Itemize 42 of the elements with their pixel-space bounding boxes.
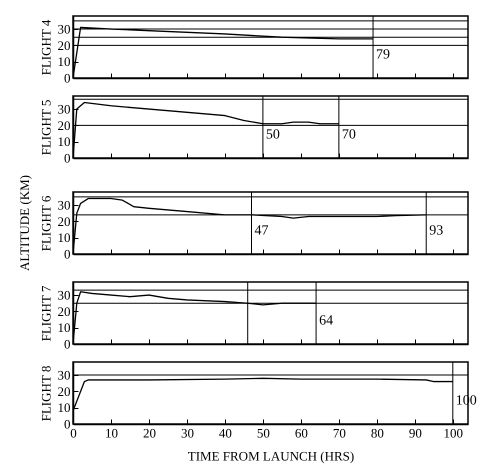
y-axis-title: FLIGHT 4: [38, 19, 54, 76]
text: ALTITUDE (KM): [17, 175, 32, 271]
y-tick-label: 10: [58, 230, 70, 246]
y-tick-label: 10: [58, 320, 70, 336]
y-tick-label: 20: [58, 118, 70, 133]
x-tick-label: 50: [256, 426, 270, 440]
y-tick-label: 30: [58, 102, 70, 117]
x-tick-label: 100: [444, 426, 464, 440]
x-tick-label: 80: [370, 426, 384, 440]
y-tick-label: 10: [58, 54, 70, 70]
y-tick-label: 30: [58, 198, 70, 213]
y-axis-title: FLIGHT 6: [38, 195, 54, 252]
y-tick-label: 30: [58, 288, 70, 303]
y-tick-label: 20: [58, 384, 70, 399]
y-tick-label: 0: [64, 70, 70, 86]
ref-line-label: 93: [429, 223, 444, 238]
ref-line-label: 79: [376, 47, 390, 62]
y-tick-label: 20: [58, 304, 70, 319]
y-tick-label: 20: [58, 38, 70, 53]
ref-line-label: 70: [342, 127, 356, 142]
x-tick-label: 70: [332, 426, 346, 440]
ref-line-label: 47: [254, 223, 269, 238]
x-tick-label: 30: [180, 426, 194, 440]
y-axis-title: FLIGHT 8: [38, 366, 54, 422]
y-tick-label: 30: [58, 22, 70, 37]
x-tick-label: 60: [294, 426, 308, 440]
x-tick-label: 10: [104, 426, 118, 440]
y-tick-label: 10: [58, 400, 70, 416]
y-tick-label: 0: [64, 246, 70, 262]
y-tick-label: 0: [64, 150, 70, 166]
y-axis-title: FLIGHT 7: [38, 285, 54, 342]
x-tick-label: 40: [218, 426, 232, 440]
x-tick-label: 20: [142, 426, 156, 440]
y-tick-label: 0: [64, 336, 70, 352]
y-axis-title: FLIGHT 5: [38, 100, 54, 156]
ref-line-label: 64: [319, 313, 334, 328]
y-tick-label: 20: [58, 214, 70, 229]
x-tick-label: 90: [408, 426, 422, 440]
ref-line-label: 50: [266, 127, 280, 142]
y-tick-label: 10: [58, 134, 70, 150]
x-axis-title: TIME FROM LAUNCH (HRS): [188, 448, 354, 464]
y-tick-label: 30: [58, 368, 70, 383]
